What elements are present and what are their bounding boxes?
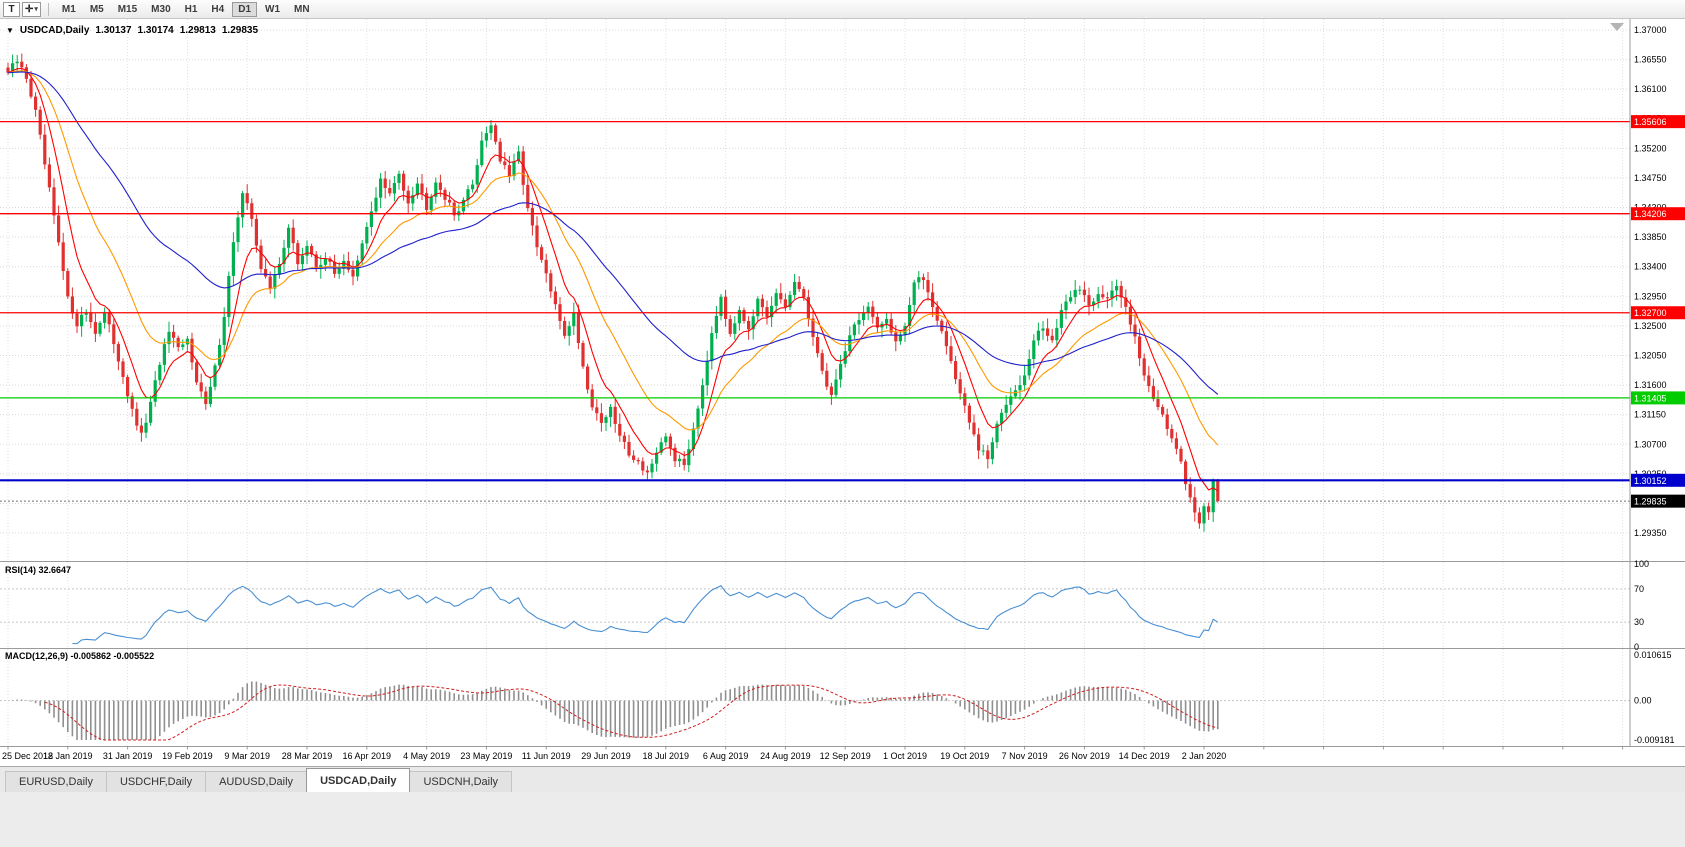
svg-text:18 Jul 2019: 18 Jul 2019 bbox=[643, 751, 690, 761]
pane-separators bbox=[0, 19, 1685, 747]
svg-text:19 Feb 2019: 19 Feb 2019 bbox=[162, 751, 213, 761]
tab-audusd-daily[interactable]: AUDUSD,Daily bbox=[205, 771, 308, 792]
timeframe-button-m30[interactable]: M30 bbox=[145, 2, 176, 17]
chart-title-ohlc: ▼ USDCAD,Daily 1.30137 1.30174 1.29813 1… bbox=[6, 25, 258, 36]
svg-text:70: 70 bbox=[1634, 584, 1644, 594]
timeframe-button-m15[interactable]: M15 bbox=[112, 2, 143, 17]
svg-text:1.36100: 1.36100 bbox=[1634, 84, 1667, 94]
svg-text:12 Jan 2019: 12 Jan 2019 bbox=[43, 751, 93, 761]
svg-text:9 Mar 2019: 9 Mar 2019 bbox=[224, 751, 270, 761]
moving-averages bbox=[7, 67, 1219, 492]
svg-text:0: 0 bbox=[1634, 642, 1639, 652]
svg-text:1.33850: 1.33850 bbox=[1634, 232, 1667, 242]
timeframe-button-h1[interactable]: H1 bbox=[179, 2, 204, 17]
tab-usdcad-daily[interactable]: USDCAD,Daily bbox=[306, 768, 411, 792]
macd-signal-line bbox=[44, 684, 1218, 741]
svg-text:1.32050: 1.32050 bbox=[1634, 350, 1667, 360]
svg-text:1 Oct 2019: 1 Oct 2019 bbox=[883, 751, 927, 761]
timeframe-button-m1[interactable]: M1 bbox=[56, 2, 82, 17]
svg-text:1.31405: 1.31405 bbox=[1634, 393, 1667, 403]
svg-text:23 May 2019: 23 May 2019 bbox=[460, 751, 512, 761]
svg-text:1.30700: 1.30700 bbox=[1634, 439, 1667, 449]
svg-text:12 Sep 2019: 12 Sep 2019 bbox=[820, 751, 871, 761]
status-bar-area bbox=[0, 792, 1685, 847]
svg-text:1.35606: 1.35606 bbox=[1634, 117, 1667, 127]
svg-text:1.32500: 1.32500 bbox=[1634, 321, 1667, 331]
ohlc-close: 1.29835 bbox=[221, 25, 259, 36]
timeframe-button-w1[interactable]: W1 bbox=[259, 2, 286, 17]
axis-price-tags: 1.35606 1.34206 1.32700 1.31405 1.30152 1.298… bbox=[1631, 115, 1685, 508]
chart-tab-bar: EURUSD,Daily USDCHF,Daily AUDUSD,Daily U… bbox=[0, 766, 1685, 792]
tab-usdcnh-daily[interactable]: USDCNH,Daily bbox=[409, 771, 513, 792]
chevron-down-icon: ▾ bbox=[34, 6, 38, 13]
tab-eurusd-daily[interactable]: EURUSD,Daily bbox=[5, 771, 107, 792]
svg-text:-0.009181: -0.009181 bbox=[1634, 735, 1675, 745]
svg-text:1.29835: 1.29835 bbox=[1634, 497, 1667, 507]
svg-text:1.37000: 1.37000 bbox=[1634, 25, 1667, 35]
svg-text:1.32700: 1.32700 bbox=[1634, 308, 1667, 318]
svg-text:2 Jan 2020: 2 Jan 2020 bbox=[1182, 751, 1227, 761]
svg-text:100: 100 bbox=[1634, 559, 1649, 569]
timeframe-button-h4[interactable]: H4 bbox=[205, 2, 230, 17]
macd-indicator-label: MACD(12,26,9) -0.005862 -0.005522 bbox=[5, 651, 155, 661]
svg-text:25 Dec 2018: 25 Dec 2018 bbox=[2, 751, 53, 761]
svg-text:4 May 2019: 4 May 2019 bbox=[403, 751, 450, 761]
svg-text:30: 30 bbox=[1634, 617, 1644, 627]
tab-usdchf-daily[interactable]: USDCHF,Daily bbox=[105, 771, 207, 792]
svg-text:28 Mar 2019: 28 Mar 2019 bbox=[282, 751, 333, 761]
symbol-triangle-icon: ▼ bbox=[6, 25, 14, 35]
ohlc-high: 1.30174 bbox=[137, 25, 174, 36]
crosshair-tool-button[interactable]: ✛ ▾ bbox=[22, 1, 41, 17]
timeframe-button-mn[interactable]: MN bbox=[288, 2, 316, 17]
svg-text:0.00: 0.00 bbox=[1634, 696, 1652, 706]
ohlc-low: 1.29813 bbox=[179, 25, 216, 36]
svg-text:1.31600: 1.31600 bbox=[1634, 380, 1667, 390]
svg-text:26 Nov 2019: 26 Nov 2019 bbox=[1059, 751, 1110, 761]
rsi-line bbox=[72, 585, 1219, 645]
svg-text:1.33400: 1.33400 bbox=[1634, 262, 1667, 272]
ohlc-open: 1.30137 bbox=[95, 25, 132, 36]
svg-text:1.36550: 1.36550 bbox=[1634, 55, 1667, 65]
svg-text:6 Aug 2019: 6 Aug 2019 bbox=[703, 751, 749, 761]
top-toolbar: T ✛ ▾ M1 M5 M15 M30 H1 H4 D1 W1 MN bbox=[0, 0, 1685, 19]
svg-text:1.31150: 1.31150 bbox=[1634, 410, 1666, 420]
svg-text:14 Dec 2019: 14 Dec 2019 bbox=[1119, 751, 1170, 761]
svg-text:11 Jun 2019: 11 Jun 2019 bbox=[522, 751, 571, 761]
grid-lines bbox=[0, 19, 1630, 747]
timeframe-button-d1[interactable]: D1 bbox=[232, 1, 258, 17]
svg-text:1.34206: 1.34206 bbox=[1634, 209, 1667, 219]
svg-text:7 Nov 2019: 7 Nov 2019 bbox=[1002, 751, 1048, 761]
price-axis-labels: 1.370001.365501.361001.356501.352001.347… bbox=[1634, 25, 1675, 745]
timeframe-button-m5[interactable]: M5 bbox=[84, 2, 110, 17]
svg-text:16 Apr 2019: 16 Apr 2019 bbox=[343, 751, 392, 761]
svg-text:0.010615: 0.010615 bbox=[1634, 650, 1672, 660]
macd-histogram bbox=[11, 681, 1219, 740]
svg-text:1.30152: 1.30152 bbox=[1634, 476, 1667, 486]
symbol-timeframe-label: USDCAD,Daily bbox=[19, 25, 90, 36]
svg-text:1.32950: 1.32950 bbox=[1634, 291, 1667, 301]
text-tool-button[interactable]: T bbox=[3, 1, 20, 17]
svg-text:24 Aug 2019: 24 Aug 2019 bbox=[760, 751, 811, 761]
crosshair-icon: ✛ bbox=[25, 3, 34, 15]
svg-text:1.29350: 1.29350 bbox=[1634, 528, 1667, 538]
chart-canvas[interactable]: 1.370001.365501.361001.356501.352001.347… bbox=[0, 19, 1685, 766]
toolbar-separator bbox=[47, 2, 49, 16]
horizontal-levels bbox=[0, 120, 1630, 502]
svg-text:31 Jan 2019: 31 Jan 2019 bbox=[103, 751, 153, 761]
svg-text:1.34750: 1.34750 bbox=[1634, 173, 1667, 183]
candlestick-series bbox=[6, 53, 1220, 532]
svg-text:19 Oct 2019: 19 Oct 2019 bbox=[940, 751, 989, 761]
chart-shift-marker-icon bbox=[1610, 23, 1624, 31]
svg-text:29 Jun 2019: 29 Jun 2019 bbox=[581, 751, 631, 761]
svg-text:1.35200: 1.35200 bbox=[1634, 143, 1667, 153]
rsi-indicator-label: RSI(14) 32.6647 bbox=[5, 565, 72, 575]
